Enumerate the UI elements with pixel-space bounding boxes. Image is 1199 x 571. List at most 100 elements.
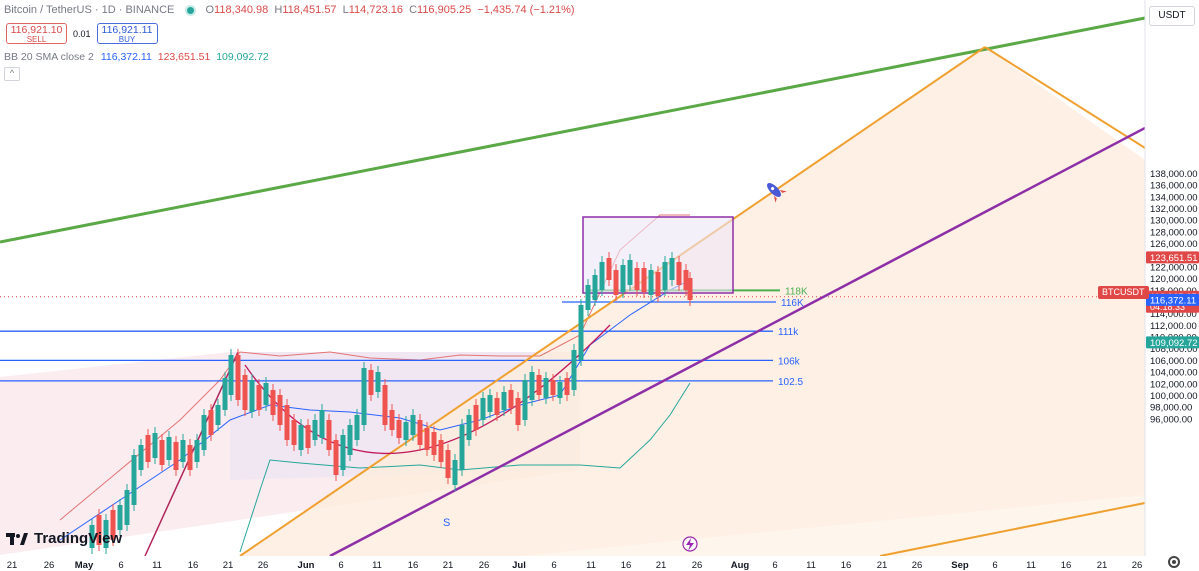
trade-panel: 116,921.10 SELL 0.01 116,921.11 BUY	[0, 23, 158, 44]
settings-icon[interactable]	[1168, 556, 1180, 568]
sell-label: SELL	[26, 35, 47, 44]
candle-body	[312, 420, 318, 440]
price-tick-label: 122,000.00	[1150, 262, 1198, 273]
collapse-legend-icon[interactable]: ^	[4, 67, 20, 81]
candle-body	[620, 265, 626, 292]
indicator-legend[interactable]: BB 20 SMA close 2 116,372.11 123,651.51 …	[4, 51, 269, 63]
currency-selector[interactable]: USDT	[1149, 6, 1195, 26]
tradingview-logo[interactable]: TradingView	[6, 530, 122, 547]
candle-body	[466, 415, 472, 440]
rocket-body	[767, 183, 781, 197]
candle-body	[103, 520, 109, 548]
s-annotation: S	[443, 517, 450, 529]
candle-body	[138, 445, 144, 470]
candle-body	[564, 378, 570, 395]
candle-body	[354, 415, 360, 440]
candle-body	[655, 272, 661, 296]
date-tick-label: 6	[118, 560, 123, 571]
orange-descending-line	[984, 46, 1146, 149]
candle-body	[368, 370, 374, 395]
candle-body	[417, 420, 423, 445]
date-tick-label: 11	[372, 560, 382, 571]
candle-body	[180, 440, 186, 462]
low-value: 114,723.16	[348, 4, 403, 16]
candle-body	[187, 445, 193, 470]
events-icon	[682, 536, 698, 552]
candle-body	[389, 410, 395, 430]
price-tick-label: 104,000.00	[1150, 368, 1198, 379]
brand-label: TradingView	[34, 530, 123, 547]
candle-body	[396, 420, 402, 438]
candle-body	[305, 425, 311, 448]
price-tick-label: 132,000.00	[1150, 204, 1198, 215]
spread-value: 0.01	[73, 28, 91, 39]
bb-upper-tag-bg	[1146, 251, 1199, 264]
candle-body	[445, 450, 451, 478]
level-label-111k: 111k	[778, 327, 799, 338]
price-tick-label: 114,000.00	[1150, 309, 1197, 320]
date-tick-label: 6	[772, 560, 777, 571]
high-value: 118,451.57	[282, 4, 337, 16]
sell-price: 116,921.10	[10, 24, 63, 36]
date-tick-label: 16	[408, 560, 419, 571]
price-tick-label: 126,000.00	[1150, 239, 1198, 250]
candle-body	[277, 395, 283, 425]
candle-body	[152, 433, 158, 458]
price-tick-label: 120,000.00	[1150, 274, 1198, 285]
candle-body	[228, 355, 234, 395]
candle-body	[452, 460, 458, 485]
candle-body	[263, 383, 269, 405]
price-tick-label: 112,000.00	[1150, 321, 1197, 332]
date-tick-label: Jul	[512, 560, 526, 571]
candle-body	[291, 420, 297, 445]
price-axis-bg	[1145, 0, 1199, 571]
candle-body	[473, 405, 479, 430]
level-label-116K: 116K	[781, 298, 804, 309]
price-tick-label: 108,000.00	[1150, 344, 1198, 355]
price-tick-label: 128,000.00	[1150, 227, 1198, 238]
candle-body	[669, 258, 675, 280]
sell-button[interactable]: 116,921.10 SELL	[6, 23, 67, 44]
candle-body	[634, 268, 640, 290]
candle-body	[683, 270, 689, 290]
symbol-header: Bitcoin / TetherUS · 1D · BINANCE O118,3…	[4, 4, 578, 16]
bb-basis-value: 116,372.11	[100, 51, 152, 63]
date-tick-label: May	[75, 560, 94, 571]
buy-price: 116,921.11	[101, 24, 153, 36]
date-tick-label: 6	[992, 560, 997, 571]
candle-body	[599, 262, 605, 290]
lightning-glyph	[686, 538, 694, 551]
date-tick-label: 11	[1026, 560, 1036, 571]
buy-button[interactable]: 116,921.11 BUY	[96, 23, 158, 44]
symbol-tag: BTCUSDT	[1098, 286, 1149, 299]
date-tick-label: 26	[912, 560, 923, 571]
candle-body	[641, 268, 647, 292]
bb-lower-tag-bg	[1146, 336, 1199, 349]
date-tick-label: 11	[806, 560, 816, 571]
candle-body	[459, 425, 465, 470]
candle-body	[648, 270, 654, 295]
candle-body	[480, 398, 486, 420]
open-value: 118,340.98	[214, 4, 269, 16]
candle-body	[578, 305, 584, 360]
level-label-106k: 106k	[778, 356, 801, 367]
symbol-title[interactable]: Bitcoin / TetherUS · 1D · BINANCE	[4, 4, 175, 16]
candle-body	[110, 510, 116, 540]
market-status-icon	[187, 6, 195, 14]
date-tick-label: 6	[551, 560, 556, 571]
candle-body	[550, 380, 556, 395]
candle-body	[494, 398, 500, 415]
candle-body	[159, 440, 165, 465]
candle-body	[145, 435, 151, 462]
high-key: H	[274, 4, 283, 16]
date-tick-label: 21	[1097, 560, 1108, 571]
date-tick-label: 26	[692, 560, 703, 571]
candle-body	[326, 420, 332, 450]
candle-body	[687, 278, 693, 300]
date-tick-label: Sep	[951, 560, 969, 571]
price-tick-label: 98,000.00	[1150, 403, 1192, 414]
candle-body	[431, 432, 437, 455]
last-price-tag-countdown: 04:18:33	[1150, 302, 1185, 312]
rocket-fin-right	[779, 190, 787, 193]
